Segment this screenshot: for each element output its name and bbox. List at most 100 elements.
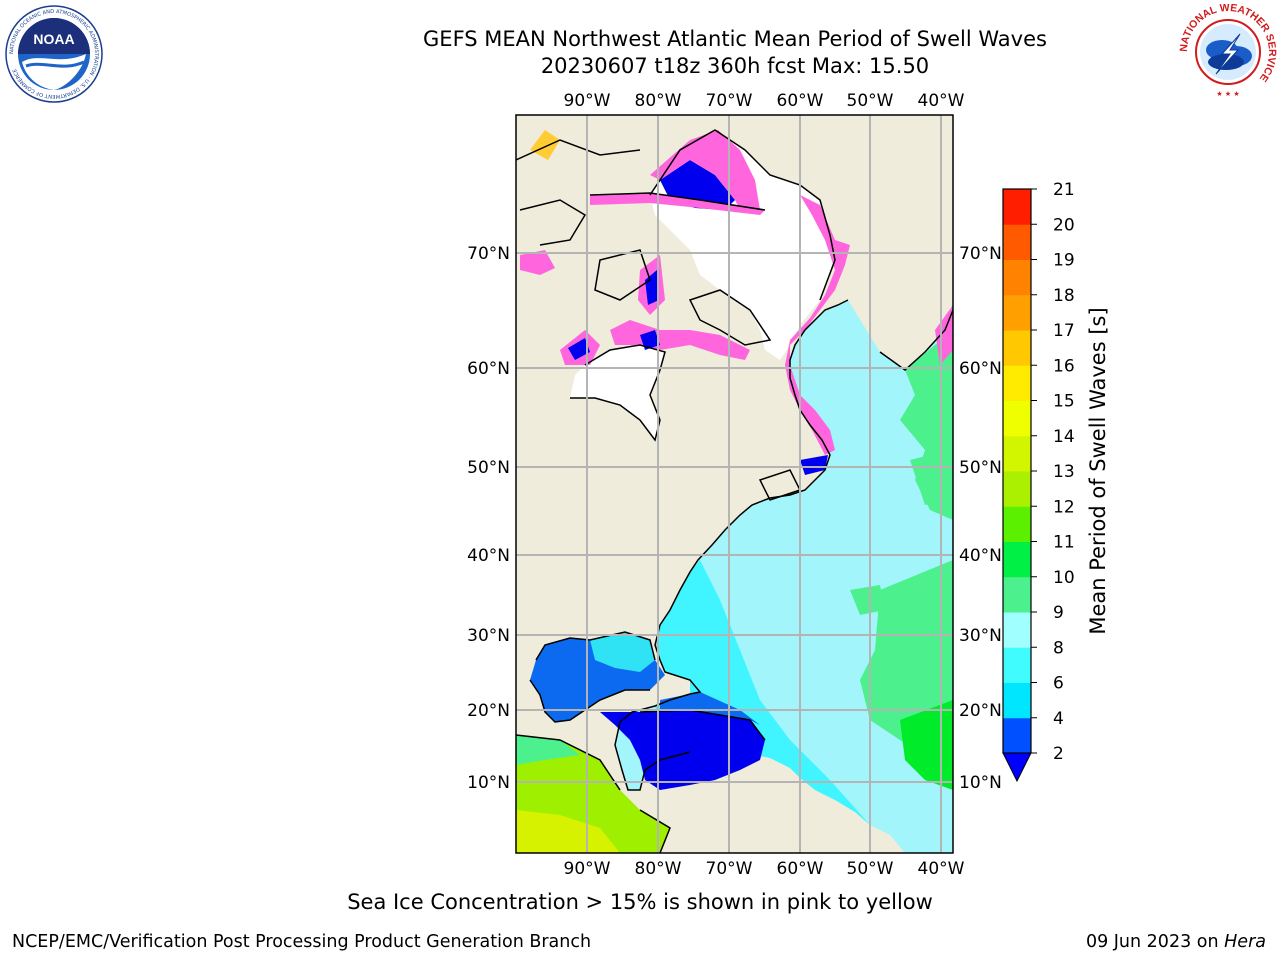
map-panel bbox=[516, 115, 953, 853]
colorbar-band bbox=[1003, 541, 1031, 578]
colorbar-tick-label: 17 bbox=[1053, 321, 1075, 341]
footer-producer: NCEP/EMC/Verification Post Processing Pr… bbox=[12, 932, 592, 952]
sea-ice-blue-patch bbox=[640, 330, 660, 350]
sea-ice-passage bbox=[590, 193, 765, 215]
lon-label-top: 90°W bbox=[564, 91, 611, 111]
colorbar-bands bbox=[1003, 189, 1031, 754]
lat-label-right: 70°N bbox=[959, 244, 1002, 264]
pacific-yellow-field bbox=[516, 810, 620, 853]
sea-ice-gulf-st-lawrence bbox=[800, 455, 828, 475]
colorbar-tick-label: 20 bbox=[1053, 215, 1075, 235]
colorbar-tick-label: 11 bbox=[1053, 533, 1075, 553]
lon-label-bottom: 70°W bbox=[706, 859, 753, 879]
colorbar-tick-label: 13 bbox=[1053, 462, 1075, 482]
colorbar-under-triangle bbox=[1002, 752, 1032, 783]
colorbar-band bbox=[1003, 647, 1031, 683]
nws-logo: NATIONAL WEATHER SERVICE ★ ★ ★ bbox=[1178, 4, 1278, 98]
svg-text:★ ★ ★: ★ ★ ★ bbox=[1216, 90, 1239, 98]
bright-green-swell-zone bbox=[900, 700, 953, 790]
sea-ice-edge-baffin bbox=[650, 130, 760, 210]
colorbar-band bbox=[1003, 365, 1031, 401]
footer-date-text: 09 Jun 2023 on bbox=[1085, 932, 1225, 952]
pacific-green-field bbox=[516, 735, 580, 765]
sea-ice-arctic-patch-orange bbox=[530, 130, 560, 160]
lon-label-top: 40°W bbox=[918, 91, 965, 111]
coastlines bbox=[516, 129, 953, 853]
lat-labels-left: 70°N 60°N 50°N 40°N 30°N 20°N 10°N bbox=[467, 244, 510, 793]
noaa-logo-text: NOAA bbox=[33, 31, 74, 47]
colorbar-band bbox=[1003, 612, 1031, 648]
colorbar-tick-label: 14 bbox=[1053, 427, 1075, 447]
graticule bbox=[516, 115, 953, 853]
colorbar-tick-label: 16 bbox=[1053, 356, 1075, 376]
colorbar-band bbox=[1003, 717, 1031, 754]
map-title: GEFS MEAN Northwest Atlantic Mean Period… bbox=[423, 27, 1047, 51]
colorbar-label: Mean Period of Swell Waves [s] bbox=[1086, 307, 1110, 634]
colorbar-tick-label: 2 bbox=[1053, 744, 1064, 764]
lon-labels-bottom: 90°W 80°W 70°W 60°W 50°W 40°W bbox=[564, 859, 965, 879]
lon-label-bottom: 60°W bbox=[777, 859, 824, 879]
lat-label-left: 10°N bbox=[467, 773, 510, 793]
colorbar-ticks: 2 4 6 8 9 10 11 12 13 14 15 16 17 18 19 20 21 bbox=[1031, 180, 1075, 764]
colorbar-tick-label: 12 bbox=[1053, 497, 1075, 517]
lat-label-left: 70°N bbox=[467, 244, 510, 264]
colorbar-tick-label: 18 bbox=[1053, 286, 1075, 306]
coastal-swell-zone bbox=[655, 560, 870, 825]
lat-label-right: 40°N bbox=[959, 546, 1002, 566]
lon-label-bottom: 80°W bbox=[635, 859, 682, 879]
caribbean-sea bbox=[600, 710, 765, 790]
footer-machine: Hera bbox=[1224, 932, 1266, 952]
sea-ice-west-blue bbox=[568, 338, 590, 360]
colorbar-band bbox=[1003, 576, 1031, 613]
colorbar-band bbox=[1003, 259, 1031, 296]
sea-ice-hudson-strait bbox=[610, 320, 750, 360]
colorbar-band bbox=[1003, 682, 1031, 719]
colorbar-band bbox=[1003, 330, 1031, 366]
colorbar-tick-label: 8 bbox=[1053, 638, 1064, 658]
lon-label-top: 80°W bbox=[635, 91, 682, 111]
colorbar-tick-label: 9 bbox=[1053, 603, 1064, 623]
colorbar-band bbox=[1003, 189, 1031, 225]
lon-label-bottom: 40°W bbox=[918, 859, 965, 879]
lon-label-bottom: 90°W bbox=[564, 859, 611, 879]
lat-label-right: 50°N bbox=[959, 458, 1002, 478]
lon-label-bottom: 50°W bbox=[847, 859, 894, 879]
colorbar-band bbox=[1003, 224, 1031, 260]
lat-label-left: 30°N bbox=[467, 626, 510, 646]
sea-ice-foxe-blue bbox=[645, 270, 659, 305]
colorbar-band bbox=[1003, 400, 1031, 437]
noaa-logo: NOAA NATIONAL OCEANIC AND ATMOSPHERIC AD… bbox=[5, 5, 103, 103]
colorbar-tick-label: 15 bbox=[1053, 392, 1075, 412]
lat-label-left: 60°N bbox=[467, 359, 510, 379]
colorbar-tick-label: 21 bbox=[1053, 180, 1075, 200]
lat-label-right: 10°N bbox=[959, 773, 1002, 793]
sea-ice-labrador bbox=[785, 195, 850, 455]
map-border bbox=[515, 114, 954, 854]
sea-ice-arctic-patches bbox=[520, 250, 555, 275]
lon-labels-top: 90°W 80°W 70°W 60°W 50°W 40°W bbox=[564, 91, 965, 111]
sea-ice-caption: Sea Ice Concentration > 15% is shown in … bbox=[347, 890, 933, 914]
colorbar-band bbox=[1003, 435, 1031, 472]
lon-label-top: 50°W bbox=[847, 91, 894, 111]
gulf-cyan-zone bbox=[590, 632, 655, 672]
lat-label-right: 60°N bbox=[959, 359, 1002, 379]
footer-date: 09 Jun 2023 on Hera bbox=[1086, 932, 1266, 952]
lon-label-top: 70°W bbox=[706, 91, 753, 111]
colorbar-tick-label: 10 bbox=[1053, 568, 1075, 588]
lat-label-left: 40°N bbox=[467, 546, 510, 566]
colorbar-band bbox=[1003, 471, 1031, 507]
lon-label-top: 60°W bbox=[777, 91, 824, 111]
lat-label-right: 20°N bbox=[959, 701, 1002, 721]
lat-label-left: 50°N bbox=[467, 458, 510, 478]
lat-labels-right: 70°N 60°N 50°N 40°N 30°N 20°N 10°N bbox=[959, 244, 1002, 793]
colorbar-band bbox=[1003, 506, 1031, 542]
colorbar-tick-label: 6 bbox=[1053, 674, 1064, 694]
lat-label-right: 30°N bbox=[959, 626, 1002, 646]
colorbar: 2 4 6 8 9 10 11 12 13 14 15 16 17 18 19 20 21 Mean Perio… bbox=[1002, 180, 1110, 783]
green-swell-patch-2 bbox=[850, 585, 885, 615]
map-subtitle: 20230607 t18z 360h fcst Max: 15.50 bbox=[540, 54, 930, 78]
lat-label-left: 20°N bbox=[467, 701, 510, 721]
colorbar-tick-label: 4 bbox=[1053, 709, 1064, 729]
colorbar-band bbox=[1003, 294, 1031, 331]
